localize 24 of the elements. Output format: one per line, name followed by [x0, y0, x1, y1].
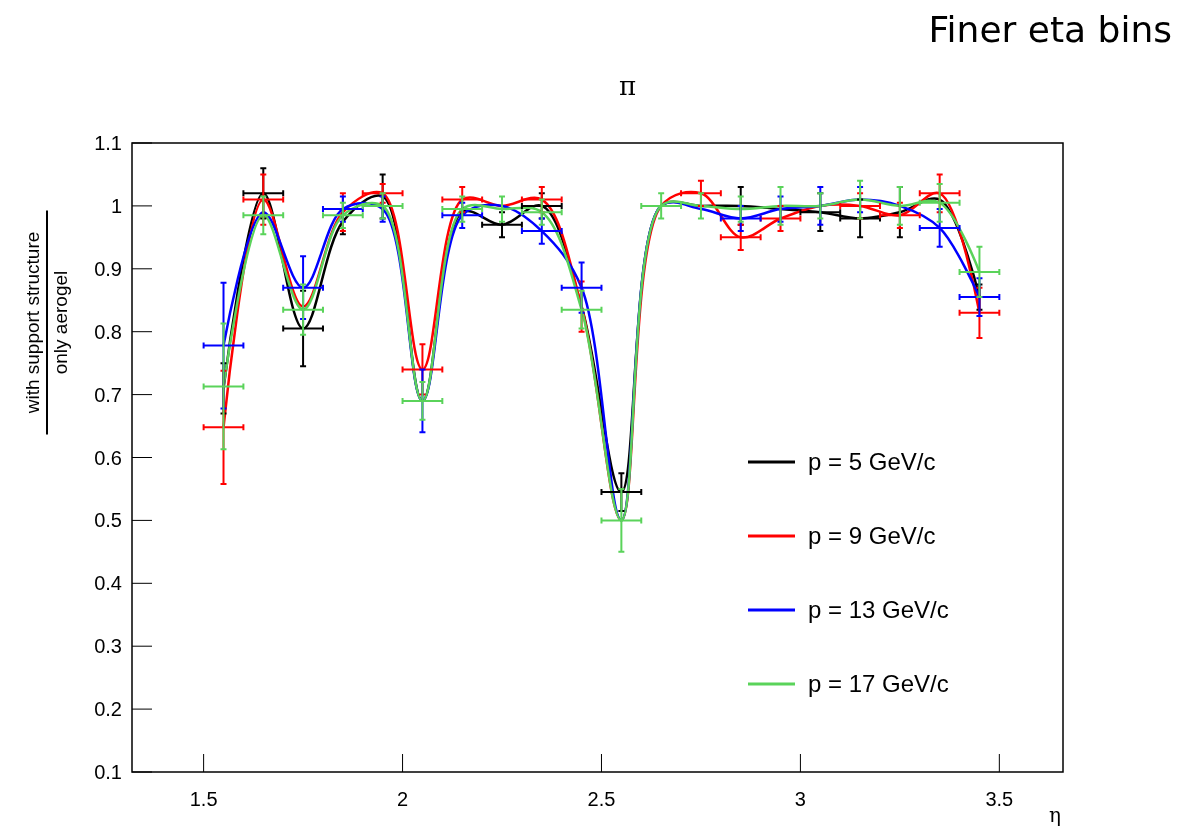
- x-axis-title: η: [1049, 803, 1061, 827]
- legend-label: p = 13 GeV/c: [808, 596, 949, 623]
- x-tick-label: 3: [794, 788, 806, 810]
- y-tick-label: 0.4: [94, 572, 122, 595]
- y-tick-label: 0.8: [94, 320, 122, 343]
- legend-label: p = 5 GeV/c: [808, 448, 936, 475]
- legend-label: p = 17 GeV/c: [808, 670, 949, 697]
- y-tick-label: 1.1: [94, 132, 122, 154]
- y-tick-label: 0.9: [94, 257, 122, 280]
- chart-title: π: [618, 71, 637, 101]
- y-tick-label: 0.5: [94, 509, 122, 532]
- y-axis-title: with support structure only aerogel: [22, 231, 71, 415]
- y-tick-label: 0.1: [94, 761, 122, 783]
- legend-label: p = 9 GeV/c: [808, 522, 936, 549]
- x-tick-label: 3.5: [985, 788, 1014, 810]
- y-tick-label: 0.6: [94, 446, 122, 469]
- x-tick-label: 2: [396, 788, 409, 810]
- chart-subtitle: Finer eta bins: [928, 9, 1172, 50]
- y-tick-label: 0.3: [94, 635, 122, 658]
- x-tick-label: 2.5: [587, 788, 616, 810]
- x-tick-label: 1.5: [189, 788, 218, 810]
- y-tick-label: 0.7: [94, 383, 122, 406]
- y-tick-label: 0.2: [94, 698, 122, 721]
- y-tick-label: 1: [110, 194, 122, 217]
